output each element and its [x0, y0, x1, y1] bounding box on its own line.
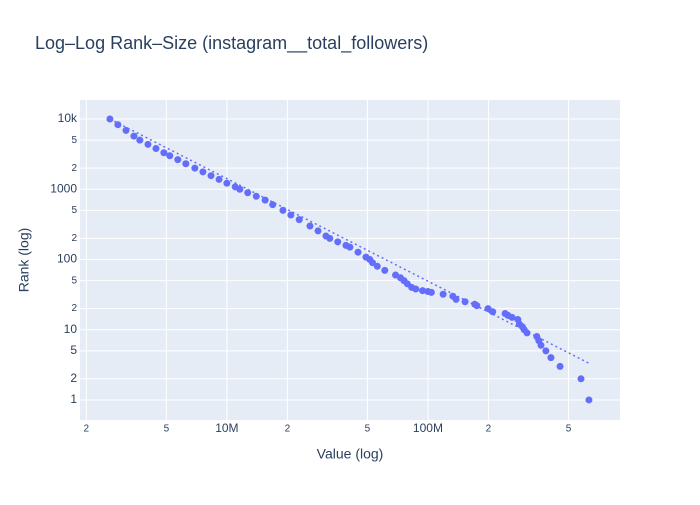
- point: [261, 196, 269, 204]
- point: [373, 262, 381, 270]
- point: [295, 216, 303, 224]
- point: [306, 222, 314, 230]
- point: [452, 295, 460, 303]
- point: [542, 347, 550, 355]
- point: [461, 298, 469, 306]
- point: [314, 227, 322, 235]
- point: [439, 290, 447, 298]
- point: [152, 145, 160, 153]
- point: [287, 211, 295, 219]
- point: [174, 156, 182, 164]
- x-tick-label: 10M: [215, 421, 238, 435]
- y-tick-label: 1000: [50, 181, 77, 195]
- point: [191, 164, 199, 172]
- y-tick-label: 2: [70, 371, 77, 385]
- point: [223, 179, 231, 187]
- y-tick-label: 1: [70, 392, 77, 406]
- point: [106, 115, 114, 123]
- point: [269, 201, 277, 209]
- point: [346, 243, 354, 251]
- x-tick-label: 5: [566, 424, 572, 435]
- point: [334, 238, 342, 246]
- plot-area: [80, 100, 620, 420]
- point: [556, 362, 564, 370]
- point: [279, 206, 287, 214]
- y-tick-label: 10k: [58, 111, 78, 125]
- point: [523, 329, 531, 337]
- point: [427, 288, 435, 296]
- point: [122, 126, 130, 134]
- point: [130, 132, 138, 140]
- y-tick-label: 5: [71, 275, 77, 286]
- point: [419, 287, 427, 295]
- point: [182, 160, 190, 168]
- x-tick-label: 5: [164, 424, 170, 435]
- x-tick-label: 100M: [413, 421, 443, 435]
- point: [144, 140, 152, 148]
- x-tick-label: 2: [486, 424, 492, 435]
- point: [215, 175, 223, 183]
- x-tick-label: 2: [285, 424, 291, 435]
- y-tick-label: 2: [71, 303, 77, 314]
- point: [547, 354, 555, 362]
- point: [244, 189, 252, 197]
- point: [354, 248, 362, 256]
- point: [369, 259, 377, 267]
- point: [537, 341, 545, 349]
- y-tick-label: 10: [64, 322, 78, 336]
- x-tick-label: 2: [84, 424, 90, 435]
- point: [412, 285, 420, 293]
- y-tick-label: 5: [70, 343, 77, 357]
- point: [160, 149, 168, 157]
- point: [381, 266, 389, 274]
- point: [207, 172, 215, 180]
- point: [585, 396, 593, 404]
- point: [489, 308, 497, 316]
- point: [252, 192, 260, 200]
- y-axis-title: Rank (log): [16, 228, 32, 293]
- x-axis-title: Value (log): [317, 446, 384, 462]
- y-tick-label: 2: [71, 233, 77, 244]
- point: [577, 375, 585, 383]
- y-tick-label: 5: [71, 135, 77, 146]
- point: [473, 302, 481, 310]
- y-tick-label: 2: [71, 163, 77, 174]
- y-tick-label: 5: [71, 205, 77, 216]
- point: [166, 152, 174, 160]
- point: [326, 234, 334, 242]
- point: [114, 121, 122, 129]
- y-tick-label: 100: [57, 252, 77, 266]
- point: [236, 185, 244, 193]
- chart-title: Log–Log Rank–Size (instagram__total_foll…: [35, 33, 428, 54]
- point: [508, 313, 516, 321]
- x-tick-label: 5: [365, 424, 371, 435]
- point: [136, 136, 144, 144]
- point: [199, 168, 207, 176]
